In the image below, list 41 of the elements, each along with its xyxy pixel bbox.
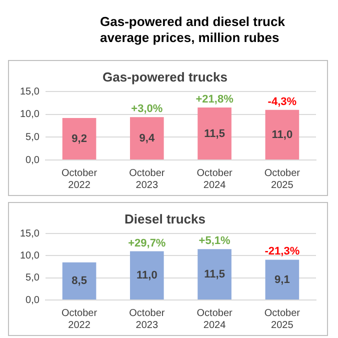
data-label: 9,4: [139, 132, 156, 145]
x-tick-label: October 2025: [264, 308, 301, 331]
chart-title: Gas-powered and diesel truck average prices, million rubes: [100, 14, 286, 46]
annotation: +29,7%: [128, 237, 166, 250]
annotation: +3,0%: [131, 103, 163, 116]
x-tick-label: October 2022: [61, 168, 98, 191]
annotation: -4,3%: [268, 96, 297, 108]
bar: [130, 117, 164, 160]
x-tick-label: October 2024: [196, 308, 233, 331]
y-tick-label: 0,0: [26, 294, 40, 306]
x-tick-label: October 2023: [129, 308, 166, 331]
y-tick-label: 10,0: [20, 250, 40, 262]
data-label: 9,1: [274, 274, 290, 286]
y-tick-label: 0,0: [26, 154, 40, 166]
bar: [62, 262, 96, 300]
data-label: 8,5: [72, 275, 87, 288]
bar: [198, 108, 232, 160]
annotation: -21,3%: [264, 246, 300, 258]
data-label: 9,2: [72, 133, 87, 146]
data-label: 11,0: [136, 270, 158, 282]
chart-subtitle: Gas-powered trucks: [102, 69, 228, 84]
y-tick-label: 15,0: [20, 228, 40, 240]
bar: [62, 118, 96, 160]
bar: [130, 251, 164, 300]
annotation: +21,8%: [196, 94, 234, 106]
bar: [198, 249, 232, 300]
bar: [265, 260, 300, 300]
data-label: 11,5: [204, 128, 225, 140]
y-tick-label: 10,0: [20, 109, 40, 120]
x-tick-label: October 2023: [129, 168, 166, 191]
x-tick-label: October 2024: [196, 168, 233, 191]
x-tick-label: October 2025: [264, 168, 301, 191]
y-tick-label: 5,0: [26, 132, 40, 143]
annotation: +5,1%: [198, 235, 231, 248]
y-tick-label: 15,0: [20, 86, 40, 98]
bar: [265, 110, 300, 160]
y-tick-label: 5,0: [26, 272, 40, 284]
data-label: 11,0: [272, 128, 293, 141]
data-label: 11,5: [204, 268, 225, 281]
x-tick-label: October 2022: [61, 308, 98, 331]
chart-title: Diesel trucks: [124, 211, 206, 226]
